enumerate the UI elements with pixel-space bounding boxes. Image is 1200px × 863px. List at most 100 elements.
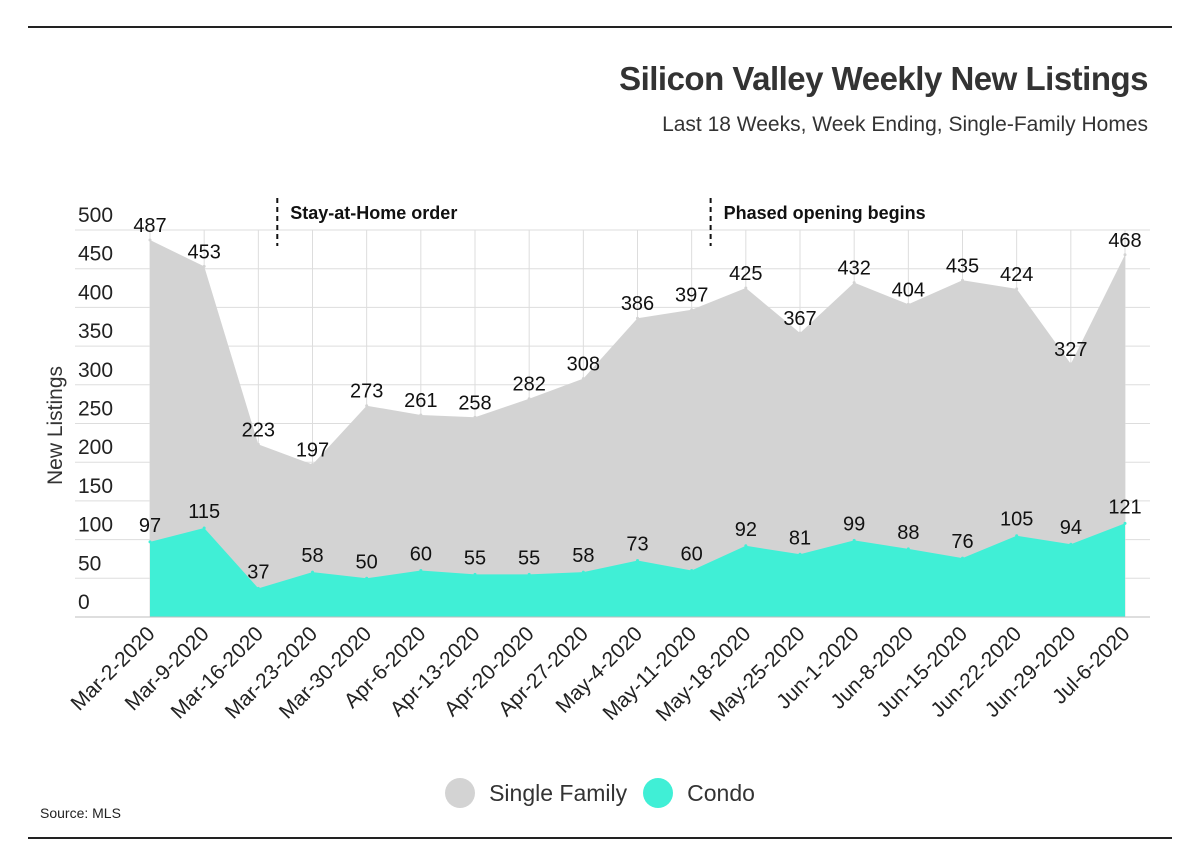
data-label-single-family-mar-9-2020: 453 — [187, 241, 220, 263]
annotation-label-phased-opening-begins: Phased opening begins — [724, 203, 926, 223]
point-single-family-jul-6-2020 — [1123, 253, 1127, 257]
point-condo-apr-6-2020 — [419, 569, 423, 573]
y-axis-title: New Listings — [44, 366, 67, 485]
point-single-family-mar-2-2020 — [148, 238, 152, 242]
data-label-condo-mar-2-2020: 97 — [139, 515, 161, 537]
data-label-condo-may-11-2020: 60 — [681, 544, 703, 566]
point-condo-jul-6-2020 — [1123, 521, 1127, 525]
data-label-condo-may-18-2020: 92 — [735, 519, 757, 541]
data-label-condo-jun-8-2020: 88 — [897, 522, 919, 544]
data-label-single-family-mar-16-2020: 223 — [242, 419, 275, 441]
data-label-single-family-jun-29-2020: 327 — [1054, 339, 1087, 361]
point-condo-apr-13-2020 — [473, 572, 477, 576]
point-single-family-jun-29-2020 — [1069, 362, 1073, 366]
point-single-family-jun-22-2020 — [1015, 287, 1019, 291]
data-label-condo-jul-6-2020: 121 — [1108, 496, 1141, 518]
data-label-condo-mar-9-2020: 115 — [188, 501, 220, 523]
y-tick-label-200: 200 — [78, 436, 113, 459]
point-single-family-jun-1-2020 — [852, 281, 856, 285]
data-label-condo-jun-22-2020: 105 — [1000, 509, 1033, 531]
y-tick-label-300: 300 — [78, 359, 113, 382]
y-tick-label-0: 0 — [78, 591, 90, 614]
point-single-family-mar-30-2020 — [365, 404, 369, 408]
point-single-family-may-18-2020 — [744, 286, 748, 290]
data-label-single-family-may-11-2020: 397 — [675, 285, 708, 307]
annotation-label-stay-at-home-order: Stay-at-Home order — [290, 203, 457, 223]
data-label-condo-jun-15-2020: 76 — [951, 531, 973, 553]
point-single-family-may-4-2020 — [636, 316, 639, 320]
data-label-condo-may-4-2020: 73 — [626, 533, 648, 555]
point-condo-jun-1-2020 — [852, 538, 856, 542]
area-single-family — [150, 240, 1125, 617]
data-label-single-family-may-25-2020: 367 — [783, 308, 816, 330]
data-label-single-family-jun-1-2020: 432 — [837, 258, 870, 280]
y-tick-label-100: 100 — [78, 514, 113, 537]
point-condo-mar-9-2020 — [202, 526, 206, 530]
point-single-family-apr-27-2020 — [581, 377, 585, 381]
point-single-family-mar-16-2020 — [256, 442, 260, 446]
point-condo-may-18-2020 — [744, 544, 748, 548]
point-condo-jun-15-2020 — [961, 556, 964, 560]
data-label-single-family-mar-2-2020: 487 — [133, 215, 166, 237]
data-label-single-family-apr-27-2020: 308 — [567, 354, 600, 376]
data-label-condo-mar-23-2020: 58 — [301, 545, 323, 567]
point-single-family-jun-8-2020 — [906, 302, 910, 306]
x-tick-label-may-25-2020: May-25-2020 — [706, 622, 810, 726]
bottom-rule — [28, 837, 1172, 839]
legend-item-condo[interactable]: Condo — [643, 778, 755, 808]
point-single-family-may-11-2020 — [690, 308, 694, 312]
data-label-single-family-mar-23-2020: 197 — [296, 440, 329, 462]
point-condo-may-11-2020 — [690, 569, 694, 573]
point-single-family-apr-20-2020 — [527, 397, 531, 401]
point-condo-may-25-2020 — [798, 552, 802, 556]
data-label-single-family-apr-6-2020: 261 — [404, 390, 437, 412]
legend-item-single-family[interactable]: Single Family — [445, 778, 627, 808]
top-rule — [28, 26, 1172, 28]
point-condo-mar-2-2020 — [148, 540, 152, 544]
data-label-condo-apr-27-2020: 58 — [572, 545, 594, 567]
data-label-single-family-jul-6-2020: 468 — [1108, 230, 1141, 252]
y-tick-label-50: 50 — [78, 552, 101, 575]
legend-label-single-family: Single Family — [489, 779, 628, 806]
point-condo-apr-20-2020 — [527, 572, 531, 576]
point-condo-mar-30-2020 — [365, 576, 369, 580]
point-single-family-mar-23-2020 — [311, 463, 314, 467]
y-tick-label-450: 450 — [78, 243, 113, 266]
data-label-single-family-apr-20-2020: 282 — [512, 374, 545, 396]
point-condo-may-4-2020 — [636, 558, 639, 562]
data-label-condo-jun-29-2020: 94 — [1060, 517, 1082, 539]
data-label-single-family-may-18-2020: 425 — [729, 263, 762, 285]
data-label-single-family-mar-30-2020: 273 — [350, 381, 383, 403]
point-condo-mar-16-2020 — [256, 586, 260, 590]
data-label-single-family-jun-15-2020: 435 — [946, 255, 979, 277]
data-label-condo-may-25-2020: 81 — [789, 527, 811, 549]
legend-label-condo: Condo — [687, 779, 755, 806]
point-condo-apr-27-2020 — [581, 570, 585, 574]
x-tick-label-may-11-2020: May-11-2020 — [599, 622, 702, 725]
chart-legend: Single Family Condo — [0, 778, 1200, 808]
y-tick-label-250: 250 — [78, 398, 113, 421]
data-label-single-family-may-4-2020: 386 — [621, 293, 654, 315]
chart-subtitle: Last 18 Weeks, Week Ending, Single-Famil… — [662, 113, 1148, 136]
point-single-family-jun-15-2020 — [961, 278, 964, 282]
data-label-single-family-jun-8-2020: 404 — [892, 279, 925, 301]
point-condo-jun-22-2020 — [1015, 534, 1019, 538]
point-single-family-mar-9-2020 — [202, 264, 206, 268]
point-condo-jun-8-2020 — [906, 547, 910, 551]
y-tick-label-150: 150 — [78, 475, 113, 498]
source-note: Source: MLS — [40, 805, 121, 821]
y-tick-label-500: 500 — [78, 204, 113, 227]
data-label-condo-apr-13-2020: 55 — [464, 547, 486, 569]
data-label-single-family-jun-22-2020: 424 — [1000, 264, 1033, 286]
legend-swatch-condo — [643, 778, 674, 808]
data-label-single-family-apr-13-2020: 258 — [458, 392, 491, 414]
y-tick-label-400: 400 — [78, 281, 113, 304]
legend-swatch-single-family — [445, 778, 476, 808]
point-single-family-apr-6-2020 — [419, 413, 423, 417]
data-label-condo-jun-1-2020: 99 — [843, 513, 865, 535]
data-label-condo-mar-16-2020: 37 — [247, 561, 269, 583]
data-label-condo-apr-6-2020: 60 — [410, 544, 432, 566]
point-single-family-may-25-2020 — [798, 331, 802, 335]
x-tick-label-may-18-2020: May-18-2020 — [652, 622, 756, 726]
data-label-condo-mar-30-2020: 50 — [356, 551, 378, 573]
